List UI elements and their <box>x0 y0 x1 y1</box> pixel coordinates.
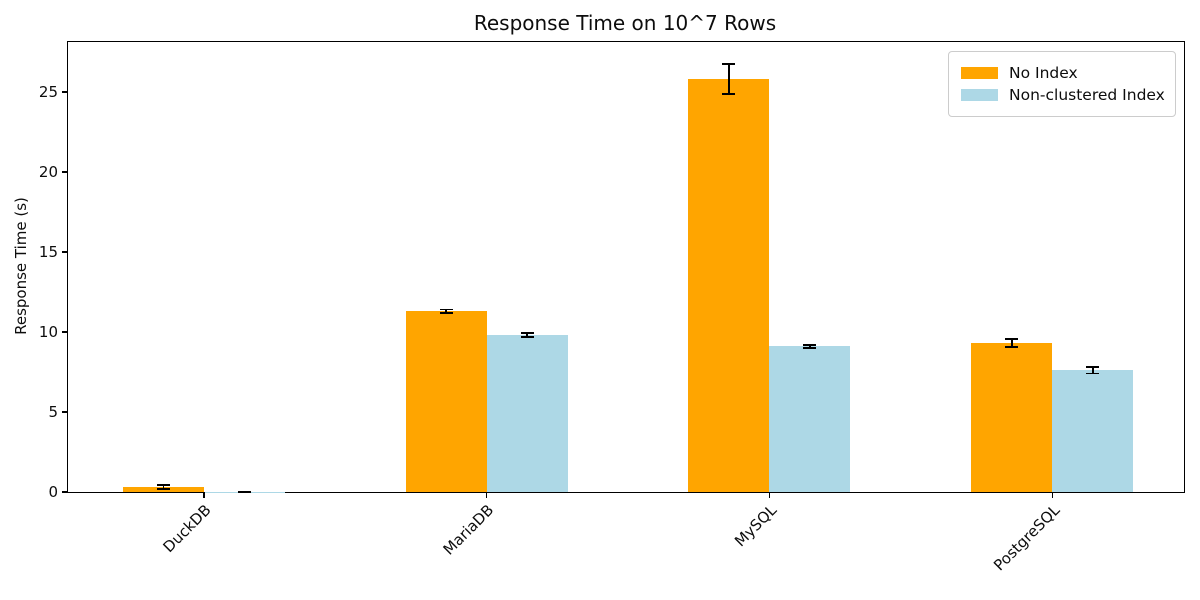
y-tick-label: 5 <box>48 402 58 421</box>
bar-no-index-mariadb <box>405 311 487 492</box>
error-bar-no-index-duckdb <box>162 485 165 490</box>
error-cap <box>520 336 534 338</box>
x-tick-label-mariadb: MariaDB <box>439 501 498 559</box>
y-tick-label: 25 <box>38 82 58 101</box>
x-tick-label-duckdb: DuckDB <box>159 501 215 557</box>
error-bar-non-clustered-index-postgresql <box>1091 367 1094 374</box>
x-tick-mark <box>768 492 771 498</box>
bar-non-clustered-index-mariadb <box>486 335 568 492</box>
y-tick-label: 15 <box>38 242 58 261</box>
error-cap <box>157 488 170 491</box>
bar-no-index-postgresql <box>971 343 1053 492</box>
legend-item-non-clustered-index: Non-clustered Index <box>961 86 1165 104</box>
x-tick-label-postgresql: PostgreSQL <box>989 501 1063 575</box>
legend: No Index Non-clustered Index <box>948 51 1176 117</box>
y-tick-label: 20 <box>38 162 58 181</box>
error-cap <box>722 93 736 96</box>
error-cap <box>1005 338 1019 341</box>
y-tick-label: 10 <box>38 322 58 341</box>
bar-non-clustered-index-postgresql <box>1052 370 1134 492</box>
x-tick-mark <box>486 492 488 498</box>
x-tick-mark <box>203 492 205 498</box>
legend-label: Non-clustered Index <box>1009 86 1165 104</box>
error-bar-no-index-mariadb <box>445 309 448 313</box>
error-cap <box>1086 372 1100 375</box>
plot-area: 0 5 10 15 20 25 DuckDB MariaDB MySQL PostgreSQL … <box>39 41 1185 574</box>
y-tick-mark <box>62 171 68 173</box>
x-tick-mark <box>1051 492 1053 498</box>
chart-title: Response Time on 10^7 Rows <box>473 11 777 35</box>
error-cap <box>439 311 453 314</box>
error-cap <box>803 347 817 349</box>
error-cap <box>157 484 170 487</box>
error-bar-no-index-postgresql <box>1010 339 1013 348</box>
error-bar-no-index-mysql <box>728 63 730 95</box>
error-cap <box>439 308 453 311</box>
legend-label: No Index <box>1009 64 1078 82</box>
y-tick-mark <box>62 91 68 93</box>
y-tick-mark <box>62 251 68 253</box>
error-cap <box>722 63 736 65</box>
x-tick-label-mysql: MySQL <box>731 501 781 551</box>
error-bar-non-clustered-index-mysql <box>809 344 811 348</box>
legend-rows: No Index Non-clustered Index <box>959 64 1165 104</box>
y-tick-mark <box>62 411 68 413</box>
y-axis-label: Response Time (s) <box>12 197 30 335</box>
bar-non-clustered-index-mysql <box>769 346 851 492</box>
error-bar-non-clustered-index-mariadb <box>526 333 529 338</box>
error-cap <box>520 332 534 335</box>
legend-swatch <box>961 67 998 79</box>
y-tick-mark <box>62 491 68 493</box>
y-tick-mark <box>62 331 68 333</box>
legend-item-no-index: No Index <box>961 64 1163 82</box>
bar-no-index-mysql <box>688 79 770 492</box>
error-cap <box>803 343 817 346</box>
error-cap <box>1005 346 1019 349</box>
error-cap <box>238 491 251 493</box>
legend-swatch <box>961 89 998 101</box>
y-tick-label: 0 <box>48 483 58 501</box>
error-cap <box>1086 366 1100 369</box>
